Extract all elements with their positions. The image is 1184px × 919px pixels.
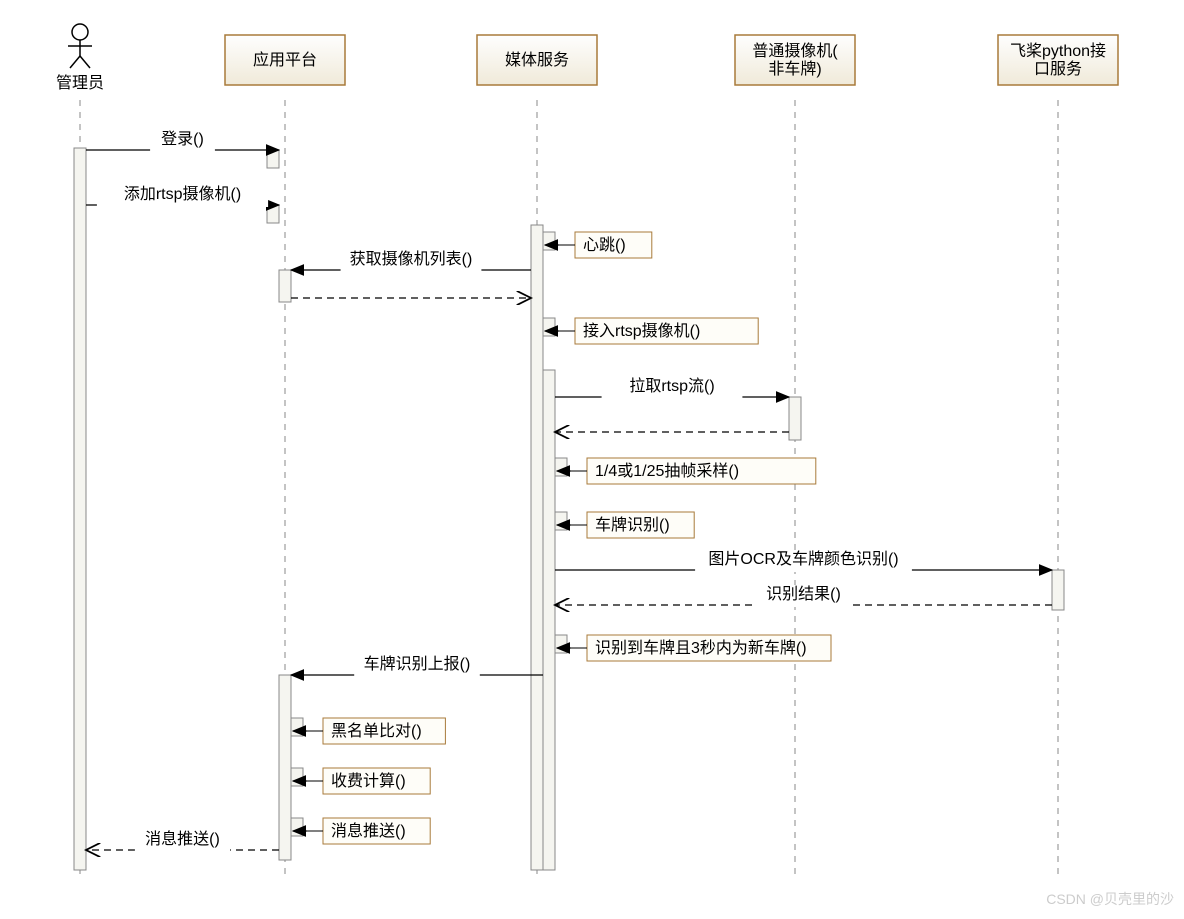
- svg-text:口服务: 口服务: [1034, 60, 1082, 78]
- svg-text:获取摄像机列表(): 获取摄像机列表(): [350, 250, 473, 268]
- svg-text:识别到车牌且3秒内为新车牌(): 识别到车牌且3秒内为新车牌(): [595, 639, 807, 657]
- svg-text:接入rtsp摄像机(): 接入rtsp摄像机(): [583, 322, 700, 340]
- svg-text:添加rtsp摄像机(): 添加rtsp摄像机(): [124, 185, 241, 203]
- activation-media: [531, 225, 543, 870]
- sequence-diagram: 管理员 应用平台 媒体服务 普通摄像机(非车牌) 飞桨python接口服务登录() 添加r…: [0, 0, 1184, 919]
- svg-text:飞桨python接: 飞桨python接: [1010, 42, 1106, 60]
- svg-text:消息推送(): 消息推送(): [331, 822, 406, 840]
- svg-text:心跳(): 心跳(): [583, 236, 626, 254]
- activation-paddle: [1052, 570, 1064, 610]
- svg-text:1/4或1/25抽帧采样(): 1/4或1/25抽帧采样(): [595, 462, 739, 480]
- svg-text:车牌识别(): 车牌识别(): [595, 516, 670, 534]
- activation-camera: [789, 397, 801, 440]
- svg-text:黑名单比对(): 黑名单比对(): [331, 722, 422, 740]
- watermark: CSDN @贝壳里的沙: [1046, 889, 1174, 909]
- svg-text:拉取rtsp流(): 拉取rtsp流(): [629, 377, 714, 395]
- svg-text:登录(): 登录(): [161, 130, 204, 148]
- svg-text:应用平台: 应用平台: [253, 50, 317, 69]
- svg-text:消息推送(): 消息推送(): [145, 830, 220, 848]
- svg-text:媒体服务: 媒体服务: [505, 51, 569, 69]
- svg-text:收费计算(): 收费计算(): [331, 771, 406, 790]
- svg-text:非车牌): 非车牌): [768, 60, 821, 78]
- svg-text:车牌识别上报(): 车牌识别上报(): [364, 655, 471, 673]
- svg-text:普通摄像机(: 普通摄像机(: [752, 42, 838, 60]
- svg-text:识别结果(): 识别结果(): [766, 585, 841, 603]
- activation-app: [279, 270, 291, 302]
- activation-admin: [74, 148, 86, 870]
- activation-media: [543, 370, 555, 870]
- svg-text:图片OCR及车牌颜色识别(): 图片OCR及车牌颜色识别(): [708, 550, 898, 568]
- activation-app: [279, 675, 291, 860]
- actor-label: 管理员: [56, 74, 104, 92]
